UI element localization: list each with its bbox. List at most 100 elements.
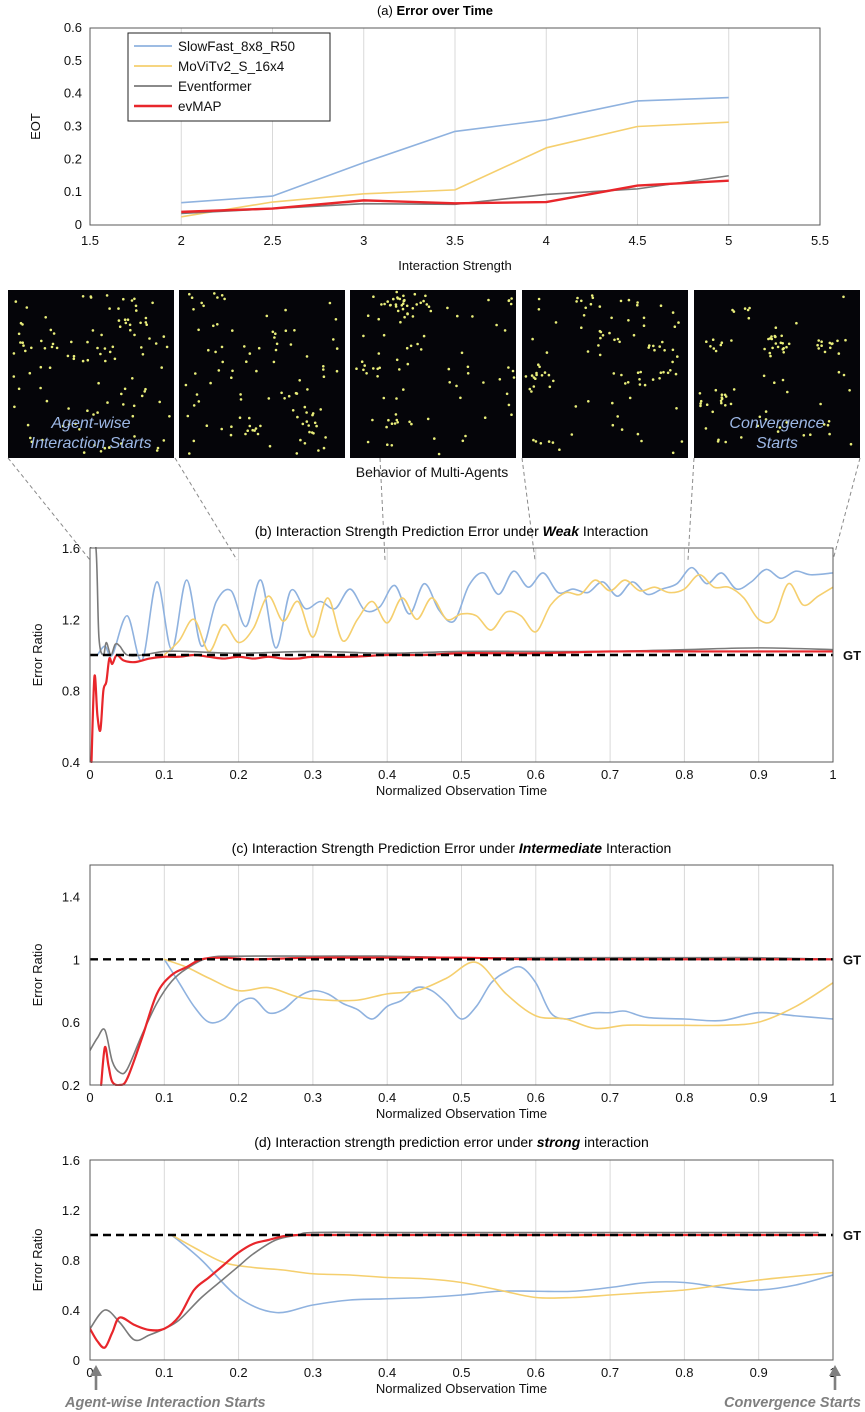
panel-caption: Interaction Starts bbox=[31, 435, 152, 452]
agent-dot bbox=[145, 323, 148, 327]
series-line-evmap bbox=[90, 650, 833, 763]
agent-dot bbox=[205, 424, 209, 428]
multi-agent-panels: Agent-wise Interaction Starts Convergence S… bbox=[8, 290, 860, 480]
agent-dot bbox=[291, 409, 295, 412]
agent-dot bbox=[822, 423, 826, 426]
agent-dot bbox=[704, 427, 708, 430]
x-tick-label: 0.1 bbox=[155, 1090, 173, 1105]
agent-dot bbox=[666, 371, 670, 375]
agent-dot bbox=[86, 358, 90, 362]
agent-dot bbox=[429, 309, 433, 313]
agent-dot bbox=[530, 390, 533, 393]
agent-dot bbox=[729, 402, 733, 406]
agent-dot bbox=[162, 439, 166, 442]
y-tick-label: 0 bbox=[75, 217, 82, 232]
agent-dot bbox=[295, 452, 299, 455]
agent-dot bbox=[610, 316, 613, 320]
agent-dot bbox=[194, 372, 197, 375]
agent-dot bbox=[396, 421, 400, 424]
agent-dot bbox=[310, 431, 314, 434]
agent-dot bbox=[74, 422, 77, 426]
x-tick-label: 0.6 bbox=[527, 1090, 545, 1105]
agent-dot bbox=[26, 423, 30, 427]
agent-dot bbox=[658, 345, 661, 348]
agent-dot bbox=[408, 420, 411, 424]
agent-dot bbox=[274, 332, 277, 336]
agent-dot bbox=[756, 424, 760, 428]
agent-dot bbox=[781, 348, 785, 351]
agent-dot bbox=[482, 381, 485, 384]
agent-dot bbox=[507, 403, 511, 407]
x-tick-label: 1 bbox=[829, 767, 836, 782]
agent-dot bbox=[590, 294, 594, 297]
y-tick-label: 0.1 bbox=[64, 184, 82, 199]
agent-dot bbox=[239, 398, 243, 401]
plot-area bbox=[90, 547, 833, 763]
plot-frame bbox=[89, 547, 834, 763]
agent-dot bbox=[671, 451, 675, 455]
agent-dot bbox=[82, 451, 86, 454]
agent-dot bbox=[92, 413, 95, 416]
x-tick-label: 0.3 bbox=[304, 1365, 322, 1380]
agent-dot bbox=[21, 341, 25, 345]
agent-dot bbox=[601, 334, 605, 337]
agent-dot bbox=[547, 440, 551, 443]
series-line-evmap bbox=[181, 179, 729, 214]
agent-dot bbox=[405, 304, 409, 308]
chart-a-error-over-time: 1.5 2 2.5 3 3.5 4 4.5 5 5.5 0 0.1 0.2 0.3 0.4 0.5 0.6 In… bbox=[28, 3, 829, 273]
agent-dot bbox=[401, 307, 405, 311]
agent-dot bbox=[29, 436, 32, 440]
agent-dot bbox=[819, 402, 822, 406]
y-tick-label: 1.2 bbox=[62, 1203, 80, 1218]
agent-dot bbox=[531, 337, 534, 341]
agent-dot bbox=[376, 367, 380, 371]
x-tick-label: 2.5 bbox=[263, 233, 281, 248]
agent-dot bbox=[466, 365, 470, 369]
agent-dot bbox=[587, 400, 590, 403]
agent-dot bbox=[283, 397, 286, 400]
agent-dot bbox=[724, 404, 727, 407]
agent-dot bbox=[273, 336, 276, 339]
agent-panel bbox=[8, 290, 174, 458]
y-tick-label: 1.6 bbox=[62, 541, 80, 556]
series-line-slowfast bbox=[170, 1234, 833, 1314]
agent-dot bbox=[394, 305, 398, 308]
agent-dot bbox=[382, 396, 386, 400]
agent-dot bbox=[382, 333, 386, 337]
agent-dot bbox=[243, 345, 246, 348]
agent-dot bbox=[21, 323, 24, 326]
x-tick-label: 0.2 bbox=[230, 767, 248, 782]
series-line-evmap bbox=[100, 956, 833, 1086]
agent-dot bbox=[19, 341, 22, 344]
agent-dot bbox=[598, 329, 602, 333]
agent-dot bbox=[719, 343, 723, 347]
agent-dot bbox=[675, 407, 678, 410]
agent-dot bbox=[398, 297, 402, 301]
agent-panel bbox=[522, 290, 688, 458]
agent-dot bbox=[248, 352, 252, 355]
agent-dot bbox=[99, 450, 103, 453]
agent-dot bbox=[190, 296, 194, 300]
agent-dot bbox=[363, 364, 367, 367]
agent-dot bbox=[827, 420, 831, 423]
agent-dot bbox=[459, 396, 462, 400]
x-tick-label: 4 bbox=[543, 233, 550, 248]
connector-line bbox=[521, 457, 536, 561]
agent-dot bbox=[743, 307, 747, 310]
agent-dot bbox=[17, 387, 21, 391]
agent-dot bbox=[773, 381, 776, 385]
agent-dot bbox=[740, 436, 743, 439]
legend-label-evmap: evMAP bbox=[178, 99, 222, 114]
agent-dot bbox=[377, 317, 381, 321]
agent-dot bbox=[140, 394, 144, 398]
agent-dot bbox=[427, 305, 431, 309]
x-tick-label: 0.3 bbox=[304, 767, 322, 782]
y-tick-label: 1 bbox=[73, 952, 80, 967]
agent-dot bbox=[124, 321, 128, 325]
agent-dot bbox=[705, 340, 708, 344]
agent-dot bbox=[510, 413, 513, 417]
agent-dot bbox=[589, 302, 593, 306]
agent-dot bbox=[712, 347, 716, 350]
agent-dot bbox=[313, 421, 317, 425]
panel-connector-lines bbox=[7, 457, 861, 561]
